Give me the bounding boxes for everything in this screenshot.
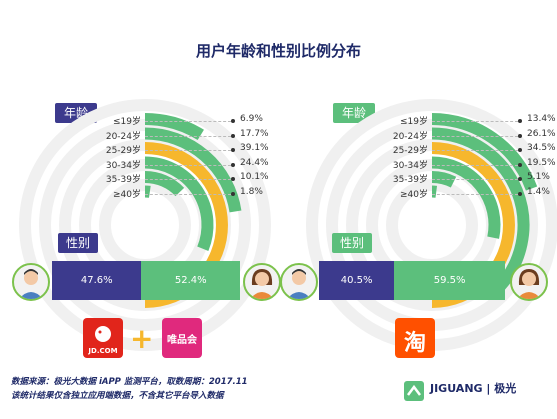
jd-logo: JD.COM [83,318,123,358]
leader-dot [518,191,522,196]
leader-dot [518,119,522,123]
gender-bar-left: 47.6% 52.4% [52,261,240,300]
radial-bar-0 [144,113,204,141]
age-category-label: 30-34岁 [105,160,141,171]
male-avatar-right [280,263,318,301]
age-category-label: 35-39岁 [105,175,141,185]
male-share-left: 47.6% [52,261,142,300]
leader-dot [231,119,235,123]
leader-line [432,193,518,195]
age-value-label: 34.5% [527,143,556,153]
age-category-label: 35-39岁 [392,175,428,185]
leader-line [432,135,518,137]
female-share-left: 52.4% [141,261,240,300]
jd-logo-text: JD.COM [88,347,118,355]
female-share-right: 59.5% [394,261,505,300]
leader-dot [518,133,522,138]
age-category-label: 20-24岁 [392,131,428,142]
age-category-label: ≥40岁 [400,189,428,200]
female-avatar-right [510,263,548,301]
age-tag-right: 年龄 [333,103,375,123]
age-category-label: ≥40岁 [113,189,141,200]
age-category-label: 30-34岁 [392,160,428,171]
page-title: 用户年龄和性别比例分布 [195,42,361,60]
radial-bar-4 [431,171,457,188]
leader-line [145,121,231,122]
age-value-label: 1.8% [240,186,263,197]
leader-line [145,135,231,137]
age-category-label: 25-29岁 [392,146,428,156]
leader-line [145,150,231,151]
age-value-label: 10.1% [240,172,269,182]
leader-dot [518,148,522,152]
brand-name: JIGUANG | 极光 [430,382,517,395]
leader-line [432,150,518,151]
leader-dot [231,191,235,196]
leader-line [432,179,518,180]
leader-dot [231,177,235,181]
gender-bar-right: 40.5% 59.5% [319,261,505,300]
age-value-label: 24.4% [240,157,269,168]
jiguang-logo-icon [404,381,424,401]
age-value-label: 26.1% [527,128,556,139]
leader-line [145,164,231,166]
radial-bar-0 [431,113,538,191]
leader-line [432,164,518,166]
vip-logo: 唯品会 [162,318,202,358]
age-value-label: 5.1% [527,172,550,182]
taobao-logo: 淘 [395,318,435,358]
radial-bar-1 [431,127,530,296]
age-chart-right: ≤19岁 13.4% 20-24岁 26.1% 25-29岁 34.5% 30-34岁 19.… [287,95,557,351]
age-category-label: 20-24岁 [105,131,141,142]
age-value-label: 19.5% [527,157,556,168]
male-share-right: 40.5% [319,261,395,300]
age-chart-left: ≤19岁 6.9% 20-24岁 17.7% 25-29岁 39.1% 30-34岁 24.4… [0,95,271,351]
leader-dot [231,148,235,152]
vip-logo-text: 唯品会 [167,335,197,346]
leader-dot [518,162,522,167]
gender-tag-right: 性别 [332,233,372,253]
gender-tag-left: 性别 [58,233,98,253]
radial-bar-3 [431,156,501,239]
age-value-label: 17.7% [240,128,269,139]
leader-dot [231,162,235,167]
radial-bar-4 [144,171,185,197]
age-value-label: 1.4% [527,186,550,197]
taobao-logo-text: 淘 [403,331,426,356]
leader-dot [231,133,235,138]
age-category-label: ≤19岁 [400,117,428,127]
age-value-label: 13.4% [527,114,556,124]
leader-line [145,193,231,195]
leader-line [432,121,518,122]
female-avatar-left [243,263,281,301]
age-value-label: 6.9% [240,114,263,124]
source-note: 数据来源：极光大数据 iAPP 监测平台，取数周期：2017.11 [11,377,248,387]
scope-note: 该统计结果仅含独立应用端数据，不含其它平台导入数据 [11,391,224,401]
male-avatar-left [12,263,50,301]
leader-dot [518,177,522,181]
background-ring [19,99,271,351]
age-category-label: 25-29岁 [105,146,141,156]
age-value-label: 39.1% [240,143,269,153]
leader-line [145,179,231,180]
plus-sign: + [130,322,154,355]
age-category-label: ≤19岁 [113,117,141,127]
